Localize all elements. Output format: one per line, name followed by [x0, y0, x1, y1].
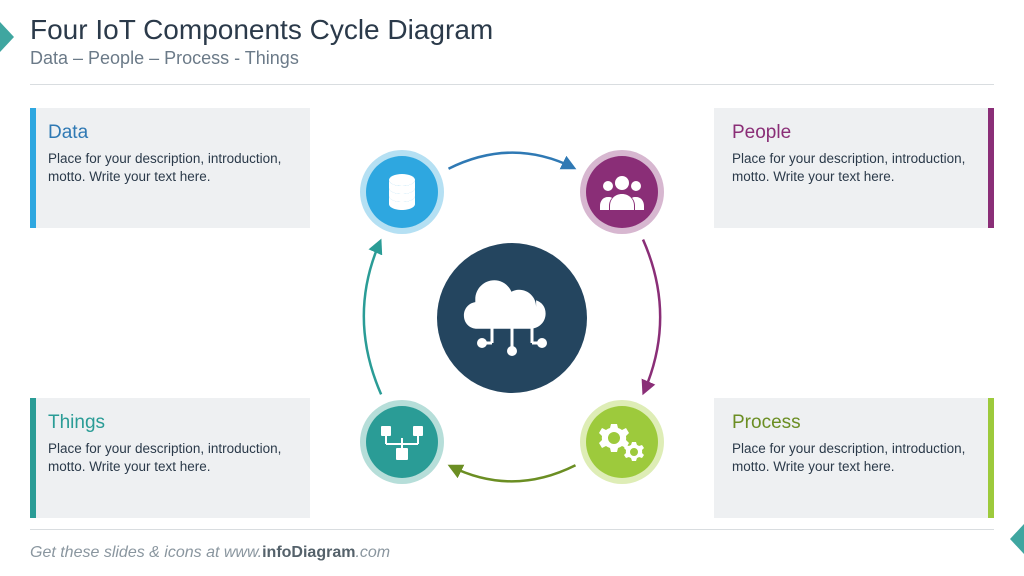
database-icon — [381, 171, 423, 213]
arrow-data-to-people — [449, 153, 574, 169]
people-icon — [598, 172, 646, 212]
footer-text: Get these slides & icons at www.infoDiag… — [30, 544, 390, 562]
gears-icon — [598, 420, 646, 464]
node-data — [360, 150, 444, 234]
arrow-people-to-process — [643, 240, 660, 393]
footer-rule — [30, 529, 994, 530]
node-process — [580, 400, 664, 484]
node-things — [360, 400, 444, 484]
arrow-things-to-data — [364, 241, 381, 394]
cloud-network-icon — [462, 273, 562, 363]
node-people — [580, 150, 664, 234]
center-node — [437, 243, 587, 393]
arrow-process-to-things — [450, 465, 575, 481]
footer-bold: infoDiagram — [262, 544, 355, 561]
footer-prefix: Get these slides & icons at www. — [30, 544, 262, 561]
network-icon — [378, 422, 426, 462]
slide: Four IoT Components Cycle Diagram Data –… — [0, 0, 1024, 576]
footer-suffix: .com — [355, 544, 390, 561]
